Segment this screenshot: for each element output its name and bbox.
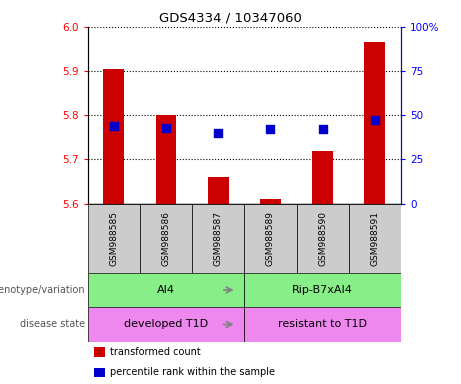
Point [162, 124, 170, 131]
Point [110, 123, 118, 129]
Point [371, 118, 378, 124]
Bar [349, 204, 401, 273]
Bar [260, 199, 281, 204]
Bar [244, 307, 401, 342]
Text: GDS4334 / 10347060: GDS4334 / 10347060 [159, 12, 302, 25]
Bar [88, 204, 140, 273]
Text: resistant to T1D: resistant to T1D [278, 319, 367, 329]
Bar [365, 42, 385, 204]
Text: AI4: AI4 [157, 285, 175, 295]
Bar [192, 204, 244, 273]
Text: GSM988589: GSM988589 [266, 210, 275, 266]
Text: transformed count: transformed count [110, 347, 200, 357]
Text: Rip-B7xAI4: Rip-B7xAI4 [292, 285, 353, 295]
Bar [88, 273, 244, 307]
Point [267, 126, 274, 132]
Bar [94, 367, 105, 377]
Text: GSM988587: GSM988587 [214, 210, 223, 266]
Text: developed T1D: developed T1D [124, 319, 208, 329]
Bar [312, 151, 333, 204]
Bar [94, 347, 105, 356]
Bar [155, 115, 177, 204]
Bar [244, 204, 296, 273]
Point [319, 126, 326, 132]
Bar [88, 307, 244, 342]
Bar [208, 177, 229, 204]
Text: genotype/variation: genotype/variation [0, 285, 85, 295]
Text: percentile rank within the sample: percentile rank within the sample [110, 367, 275, 377]
Text: GSM988585: GSM988585 [109, 210, 118, 266]
Bar [244, 273, 401, 307]
Point [214, 130, 222, 136]
Text: GSM988591: GSM988591 [371, 210, 379, 266]
Bar [103, 69, 124, 204]
Bar [140, 204, 192, 273]
Text: disease state: disease state [20, 319, 85, 329]
Text: GSM988586: GSM988586 [161, 210, 171, 266]
Bar [296, 204, 349, 273]
Text: GSM988590: GSM988590 [318, 210, 327, 266]
